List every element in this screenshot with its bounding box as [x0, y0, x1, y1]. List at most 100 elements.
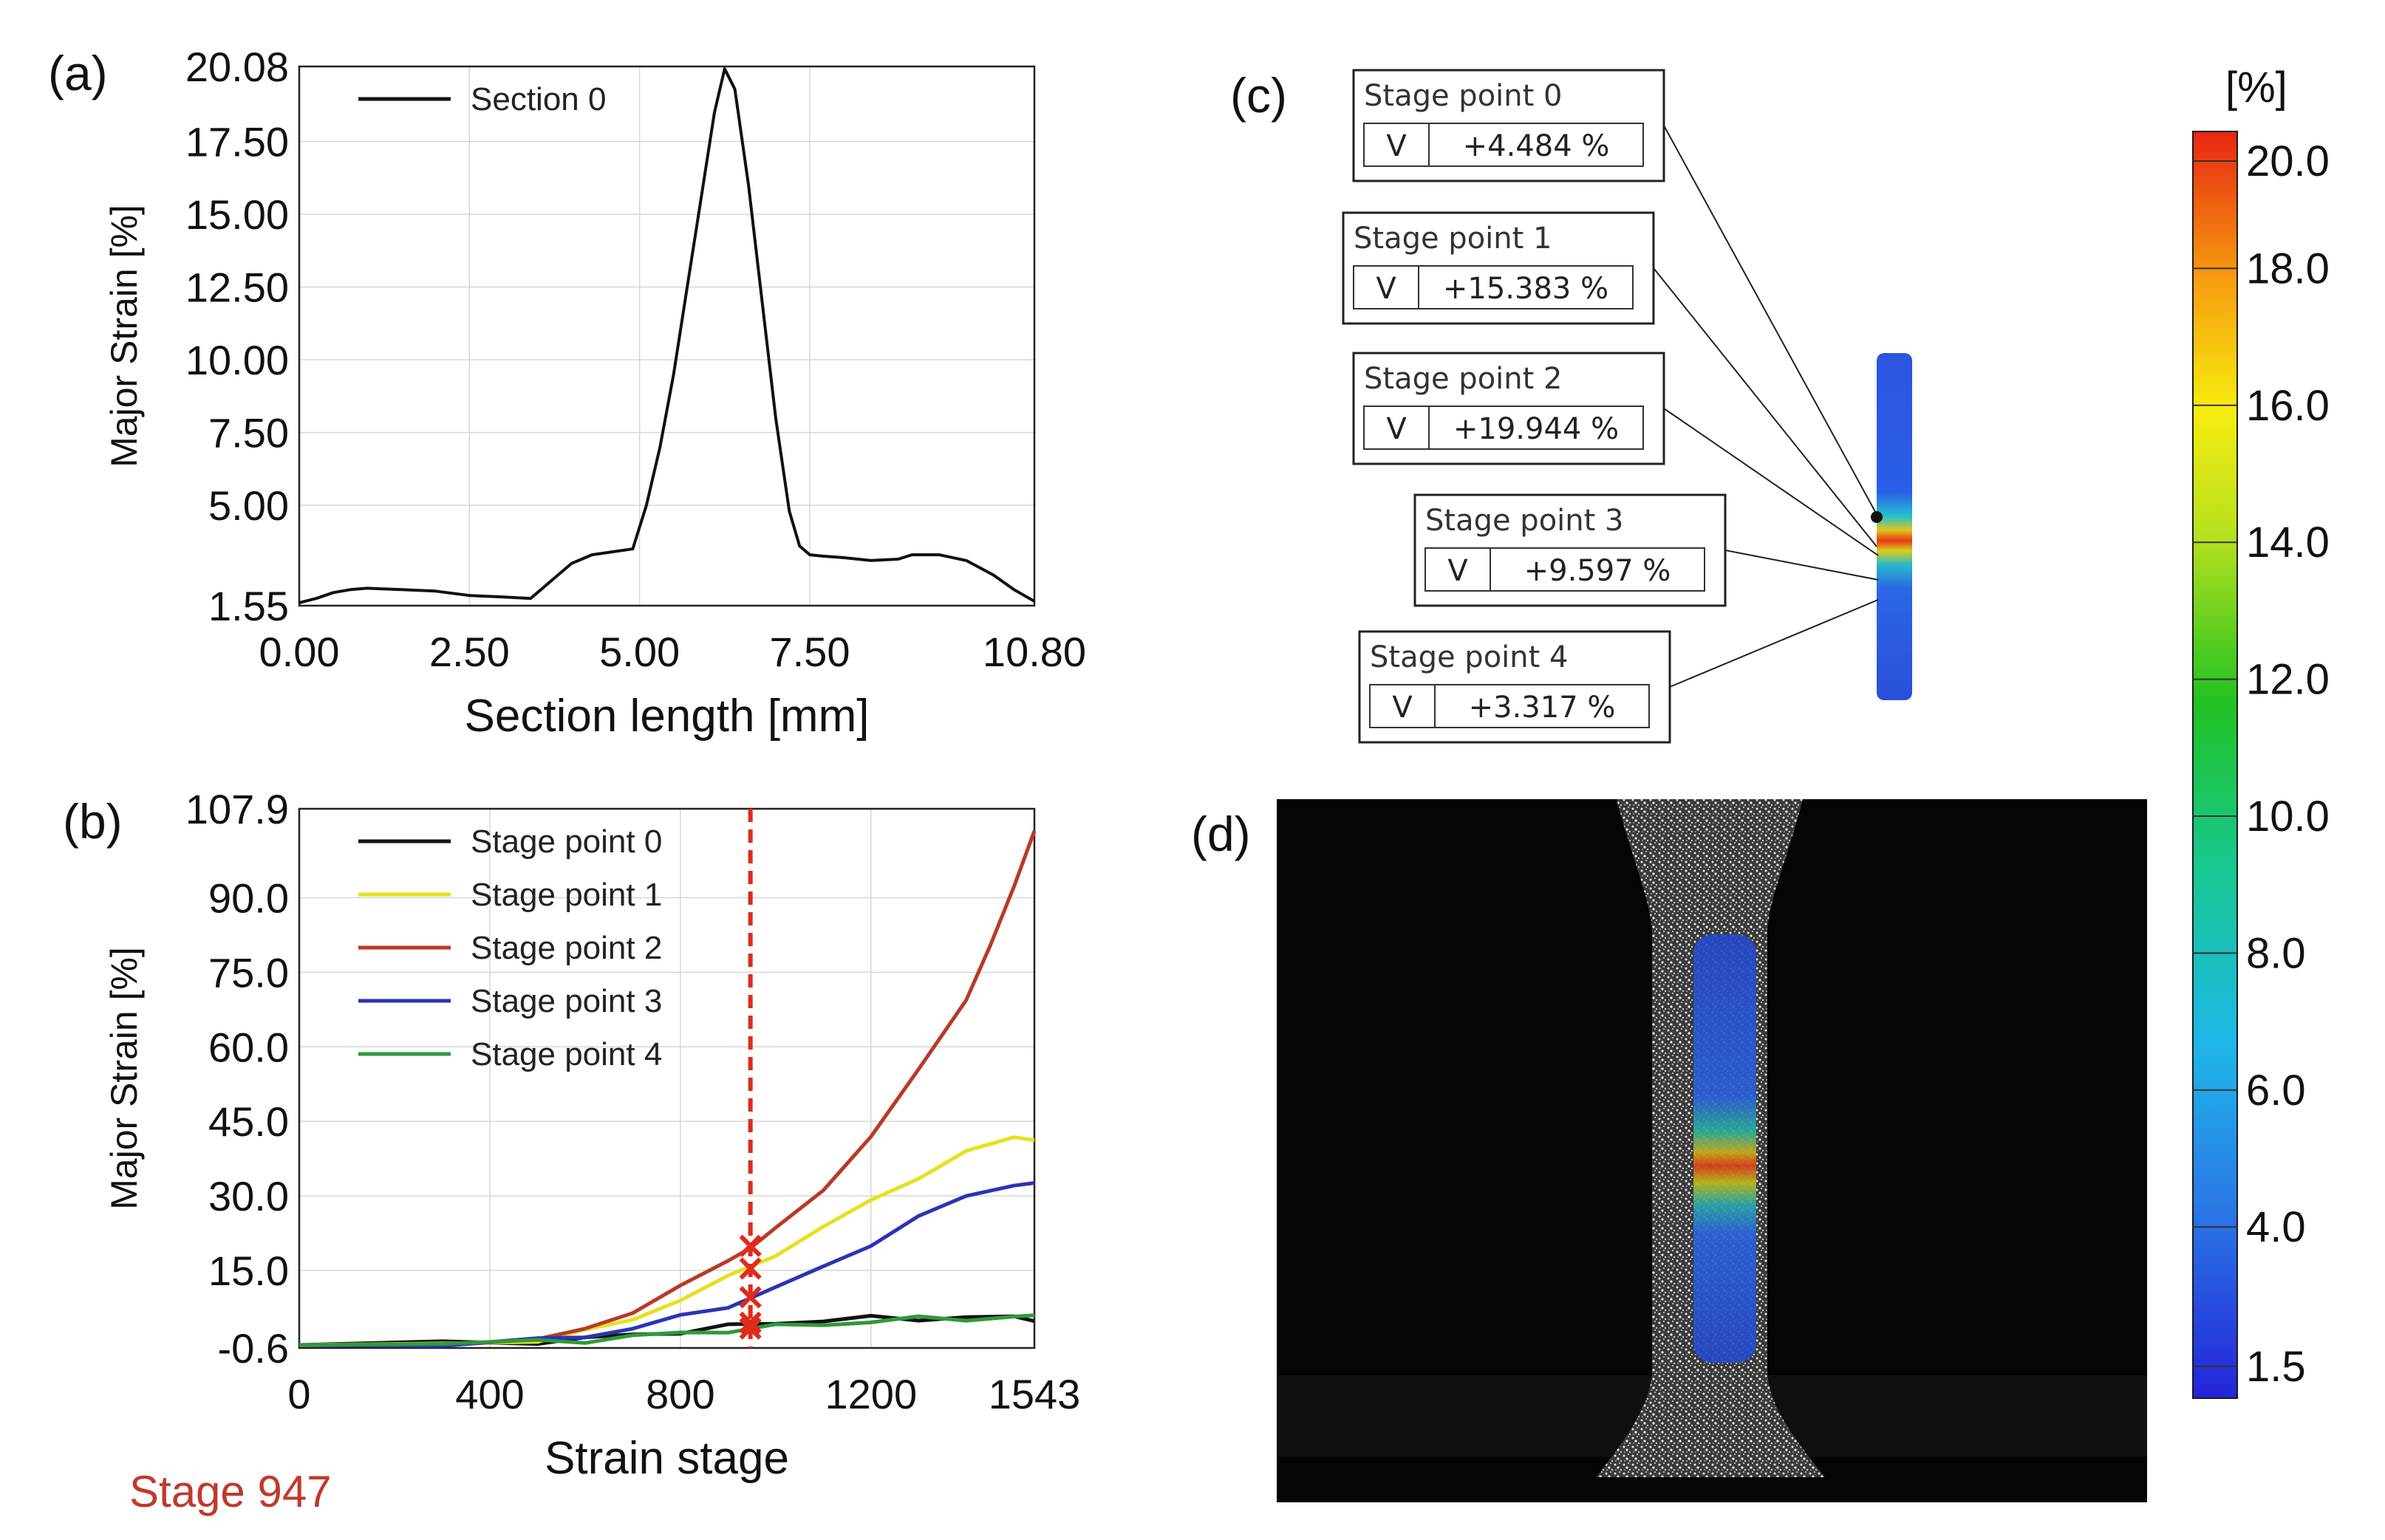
stage-marker-point — [739, 1317, 762, 1340]
y-tick-label: 75.0 — [208, 949, 289, 996]
series-line-2 — [298, 830, 1037, 1348]
colorbar-tick-label: 1.5 — [2246, 1343, 2306, 1391]
component-label: V — [1386, 129, 1407, 163]
colorbar-tick-label: 20.0 — [2246, 137, 2330, 185]
x-tick-label: 800 — [646, 1371, 714, 1417]
component-label: V — [1376, 272, 1396, 306]
y-axis-title: Major Strain [%] — [103, 205, 145, 468]
chart-a: 0.00 2.50 5.00 7.50 10.80 1.55 5.00 7.50 10.00 12… — [103, 44, 1086, 742]
x-tick-label: 400 — [455, 1371, 524, 1417]
y-tick-label: 107.9 — [185, 786, 289, 832]
stage-marker-label: Stage 947 — [129, 1467, 332, 1516]
x-tick-label: 5.00 — [599, 629, 680, 675]
legend-label-4: Stage point 4 — [471, 1036, 662, 1072]
y-tick-label: 15.00 — [185, 191, 289, 238]
stage-point-value: +19.944 % — [1453, 412, 1619, 446]
panel-label-b: (b) — [63, 794, 123, 849]
stage-marker-point — [739, 1311, 762, 1334]
series-line-0 — [298, 67, 1035, 605]
plot-area — [299, 809, 1034, 1348]
y-tick-label: 5.00 — [208, 482, 289, 529]
x-tick-label: 0 — [287, 1371, 310, 1417]
dic-strain-overlay — [1693, 934, 1756, 1363]
y-tick-label: 30.0 — [208, 1173, 289, 1219]
y-tick-label: 90.0 — [208, 875, 289, 921]
y-axis-title: Major Strain [%] — [103, 947, 145, 1210]
colorbar: [%] 20.0 18.0 16.0 14.0 12.0 10.0 8.0 6.0 4.0 1.5 — [2192, 64, 2330, 1399]
stage-marker-point — [739, 1257, 762, 1280]
component-cell — [1353, 265, 1419, 309]
x-axis-title: Section length [mm] — [465, 691, 870, 742]
value-cell — [1490, 547, 1705, 592]
component-cell — [1369, 684, 1436, 728]
colorbar-tick-label: 14.0 — [2246, 519, 2330, 567]
value-cell — [1418, 265, 1634, 309]
x-tick-label: 0.00 — [259, 629, 340, 675]
plot-area — [299, 66, 1034, 606]
y-tick-label: 60.0 — [208, 1024, 289, 1070]
stage-point-title: Stage point 3 — [1425, 504, 1623, 538]
stage-marker-point — [739, 1234, 762, 1257]
colorbar-tick-label: 18.0 — [2246, 244, 2330, 292]
y-tick-label: 15.0 — [208, 1248, 289, 1294]
legend-label-0: Stage point 0 — [471, 824, 662, 860]
colorbar-tick-label: 16.0 — [2246, 382, 2330, 430]
panel-c-callouts: Stage point 0 V +4.484 % Stage point 1 V +15.… — [1342, 69, 1912, 744]
y-tick-label: 45.0 — [208, 1098, 289, 1145]
stage-point-title: Stage point 1 — [1354, 222, 1552, 256]
panel-d-dic-image — [1277, 799, 2147, 1502]
x-axis-title: Strain stage — [545, 1433, 789, 1484]
y-tick-label: 20.08 — [185, 44, 289, 90]
panel-label-d: (d) — [1191, 807, 1251, 861]
panel-label-a: (a) — [48, 46, 108, 100]
x-tick-label: 7.50 — [769, 629, 850, 675]
y-tick-label: 12.50 — [185, 264, 289, 311]
colorbar-gradient — [2192, 131, 2238, 1399]
stage-point-title: Stage point 2 — [1364, 362, 1562, 396]
stage-point-dot — [1871, 511, 1883, 523]
y-tick-label: 7.50 — [208, 410, 289, 456]
chart-b: 0 400 800 1200 1543 -0.6 15.0 30.0 45.0 60.0 75.0 9… — [103, 786, 1080, 1484]
stage-marker-point — [739, 1286, 762, 1309]
stage-point-value: +4.484 % — [1463, 129, 1610, 163]
colorbar-tick-label: 10.0 — [2246, 793, 2330, 841]
colorbar-tick-label: 4.0 — [2246, 1203, 2306, 1251]
x-tick-label: 1543 — [989, 1371, 1081, 1417]
colorbar-tick-label: 8.0 — [2246, 929, 2306, 977]
component-label: V — [1447, 554, 1468, 588]
stage-point-value: +15.383 % — [1443, 272, 1608, 306]
x-tick-label: 1200 — [825, 1371, 918, 1417]
stage-point-title: Stage point 0 — [1364, 79, 1562, 113]
stage-point-value: +3.317 % — [1469, 691, 1616, 725]
component-label: V — [1386, 412, 1407, 446]
legend-label-2: Stage point 2 — [471, 930, 662, 966]
x-tick-label: 10.80 — [983, 629, 1086, 675]
callout-leader — [1663, 408, 1879, 556]
callout-leader — [1663, 125, 1879, 518]
value-cell — [1428, 405, 1644, 450]
value-cell — [1428, 123, 1644, 167]
y-tick-label: 10.00 — [185, 337, 289, 383]
legend-label-1: Stage point 1 — [471, 877, 662, 913]
component-label: V — [1392, 691, 1413, 725]
value-cell — [1434, 684, 1650, 728]
stage-point-value: +9.597 % — [1524, 554, 1671, 588]
component-cell — [1424, 547, 1491, 592]
legend-label-3: Stage point 3 — [471, 983, 662, 1019]
colorbar-tick-label: 12.0 — [2246, 656, 2330, 704]
x-tick-label: 2.50 — [429, 629, 510, 675]
y-tick-label: -0.6 — [218, 1325, 290, 1372]
colorbar-unit: [%] — [2225, 64, 2287, 112]
plot-frame — [298, 65, 1036, 607]
colorbar-tick-label: 6.0 — [2246, 1067, 2306, 1115]
specimen-strain-map — [1877, 353, 1912, 700]
panel-label-c: (c) — [1230, 68, 1287, 123]
stage-point-title: Stage point 4 — [1370, 640, 1568, 674]
callout-leader — [1653, 267, 1877, 547]
plot-frame — [298, 807, 1036, 1349]
legend-label-0: Section 0 — [471, 81, 606, 117]
callout-leader — [1669, 599, 1879, 688]
callout-leader — [1724, 550, 1879, 581]
y-tick-label: 17.50 — [185, 119, 289, 165]
